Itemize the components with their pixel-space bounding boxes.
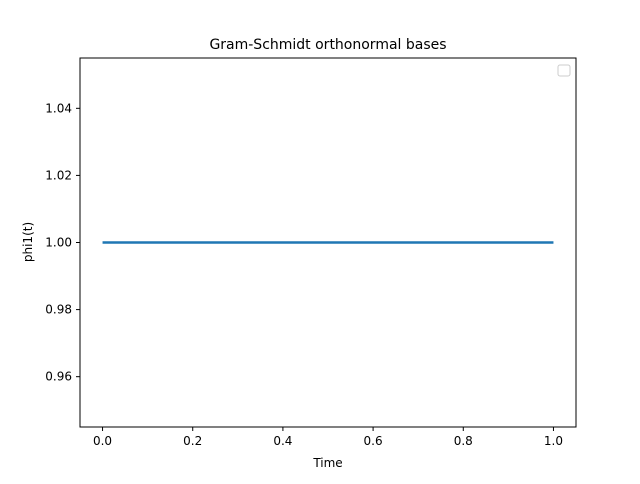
x-tick-label: 0.6: [364, 434, 383, 448]
plot-area: [79, 57, 577, 428]
legend-box: [557, 64, 571, 77]
x-axis: 0.0 0.2 0.4 0.6 0.8 1.0: [93, 427, 563, 448]
y-tick-label: 1.04: [45, 101, 72, 115]
x-axis-label: Time: [312, 456, 342, 470]
y-tick-label: 1.02: [45, 168, 72, 182]
x-tick-label: 0.0: [93, 434, 112, 448]
y-tick-label: 1.00: [45, 236, 72, 250]
x-tick-label: 1.0: [544, 434, 563, 448]
x-tick-label: 0.8: [454, 434, 473, 448]
y-tick-label: 0.98: [45, 303, 72, 317]
y-tick-label: 0.96: [45, 370, 72, 384]
chart-title: Gram-Schmidt orthonormal bases: [209, 37, 446, 53]
x-tick-label: 0.2: [183, 434, 202, 448]
x-tick-label: 0.4: [273, 434, 292, 448]
y-axis-label: phi1(t): [21, 222, 35, 262]
y-axis: 0.96 0.98 1.00 1.02 1.04: [45, 101, 80, 384]
